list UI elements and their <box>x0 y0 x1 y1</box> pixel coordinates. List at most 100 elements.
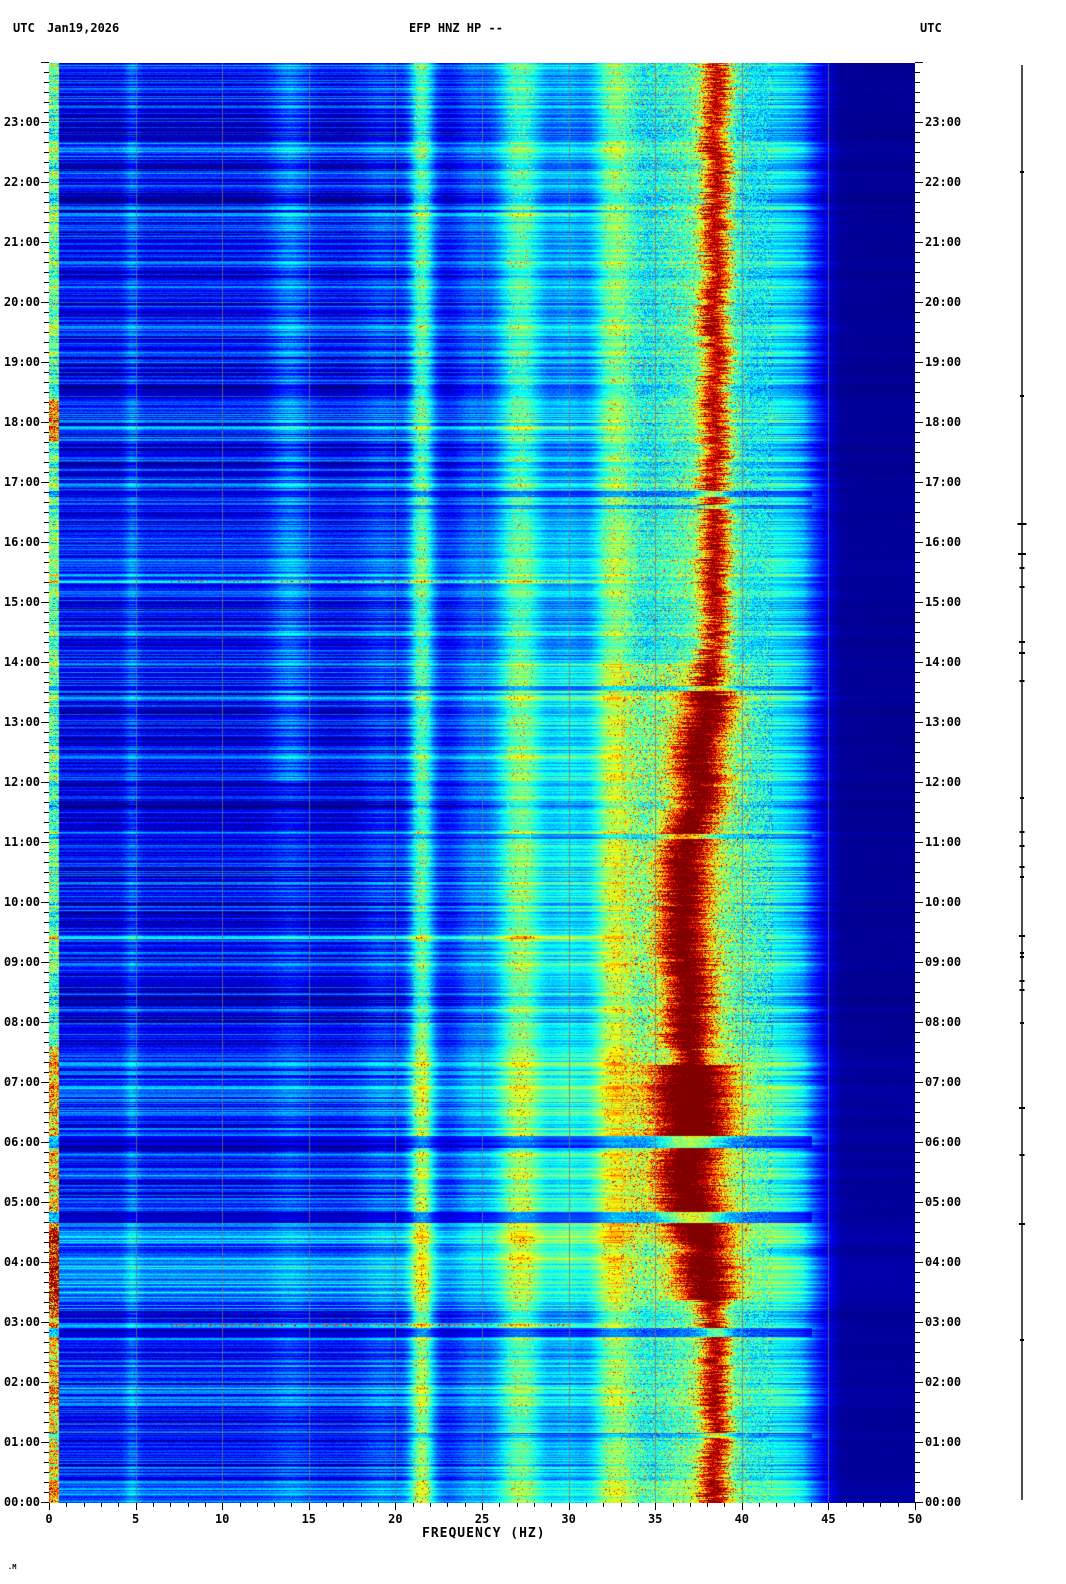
time-label-right: 23:00 <box>925 115 962 129</box>
axis-tick <box>44 232 49 233</box>
axis-tick <box>915 1012 920 1013</box>
axis-tick <box>759 1503 761 1507</box>
time-label-right: 19:00 <box>925 355 962 369</box>
axis-tick <box>915 882 920 883</box>
axis-tick <box>915 1452 920 1453</box>
axis-tick <box>915 492 920 493</box>
axis-tick <box>915 1492 920 1493</box>
axis-tick <box>44 472 49 473</box>
axis-tick <box>915 1262 923 1263</box>
frequency-tick-label: 25 <box>474 1512 490 1526</box>
axis-tick <box>915 122 923 123</box>
axis-tick <box>447 1503 449 1507</box>
axis-tick <box>915 1172 920 1173</box>
axis-tick <box>915 62 923 63</box>
axis-tick <box>135 1503 137 1510</box>
utc-label-left: UTC <box>13 21 35 35</box>
axis-tick <box>44 942 49 943</box>
axis-tick <box>915 922 920 923</box>
time-label-left: 03:00 <box>3 1315 40 1329</box>
axis-tick <box>915 1462 920 1463</box>
time-label-right: 00:00 <box>925 1495 962 1509</box>
axis-tick <box>44 1222 49 1223</box>
axis-tick <box>170 1503 172 1507</box>
axis-tick <box>915 972 920 973</box>
axis-tick <box>44 192 49 193</box>
axis-tick <box>44 292 49 293</box>
trace-blip <box>1019 866 1025 868</box>
time-label-left: 06:00 <box>3 1135 40 1149</box>
axis-tick <box>915 872 920 873</box>
time-label-right: 12:00 <box>925 775 962 789</box>
axis-tick <box>915 192 920 193</box>
utc-label-right: UTC <box>920 21 942 35</box>
axis-tick <box>915 252 920 253</box>
axis-tick <box>915 522 920 523</box>
time-label-left: 15:00 <box>3 595 40 609</box>
axis-tick <box>44 1252 49 1253</box>
time-label-left: 11:00 <box>3 835 40 849</box>
axis-tick <box>44 742 49 743</box>
axis-tick <box>915 1422 920 1423</box>
axis-tick <box>44 802 49 803</box>
axis-tick <box>326 1503 328 1507</box>
axis-tick <box>44 412 49 413</box>
axis-tick <box>915 1442 923 1443</box>
frequency-tick-label: 0 <box>45 1512 53 1526</box>
axis-tick <box>915 992 920 993</box>
axis-tick <box>915 432 920 433</box>
time-label-left: 04:00 <box>3 1255 40 1269</box>
axis-tick <box>44 1462 49 1463</box>
axis-tick <box>915 1482 920 1483</box>
axis-tick <box>915 582 920 583</box>
axis-tick <box>44 622 49 623</box>
axis-tick <box>915 152 920 153</box>
axis-tick <box>915 1342 920 1343</box>
axis-tick <box>44 1482 49 1483</box>
axis-tick <box>915 1192 920 1193</box>
time-label-left: 13:00 <box>3 715 40 729</box>
time-label-left: 23:00 <box>3 115 40 129</box>
axis-tick <box>41 182 49 183</box>
axis-tick <box>915 742 920 743</box>
axis-tick <box>44 282 49 283</box>
time-label-right: 20:00 <box>925 295 962 309</box>
axis-tick <box>44 852 49 853</box>
axis-tick <box>44 332 49 333</box>
axis-tick <box>44 702 49 703</box>
time-label-left: 22:00 <box>3 175 40 189</box>
axis-tick <box>915 1352 920 1353</box>
axis-tick <box>44 262 49 263</box>
axis-tick <box>44 402 49 403</box>
axis-tick <box>915 452 920 453</box>
axis-tick <box>44 502 49 503</box>
axis-tick <box>44 682 49 683</box>
axis-tick <box>915 1362 920 1363</box>
axis-tick <box>707 1503 709 1507</box>
axis-tick <box>41 1082 49 1083</box>
frequency-axis-title: FREQUENCY (HZ) <box>422 1526 546 1541</box>
axis-tick <box>44 1212 49 1213</box>
axis-tick <box>44 172 49 173</box>
axis-tick <box>44 522 49 523</box>
time-label-right: 14:00 <box>925 655 962 669</box>
time-label-left: 21:00 <box>3 235 40 249</box>
axis-tick <box>915 412 920 413</box>
axis-tick <box>44 1052 49 1053</box>
axis-tick <box>915 602 923 603</box>
time-label-left: 16:00 <box>3 535 40 549</box>
trace-blip <box>1019 641 1025 643</box>
axis-tick <box>915 1402 920 1403</box>
time-label-right: 16:00 <box>925 535 962 549</box>
axis-tick <box>915 422 923 423</box>
axis-tick <box>430 1503 432 1507</box>
axis-tick <box>41 1022 49 1023</box>
axis-tick <box>44 1412 49 1413</box>
axis-tick <box>44 1402 49 1403</box>
axis-tick <box>915 862 920 863</box>
axis-tick <box>44 1182 49 1183</box>
axis-tick <box>915 1142 923 1143</box>
axis-tick <box>41 722 49 723</box>
axis-tick <box>222 1503 224 1510</box>
